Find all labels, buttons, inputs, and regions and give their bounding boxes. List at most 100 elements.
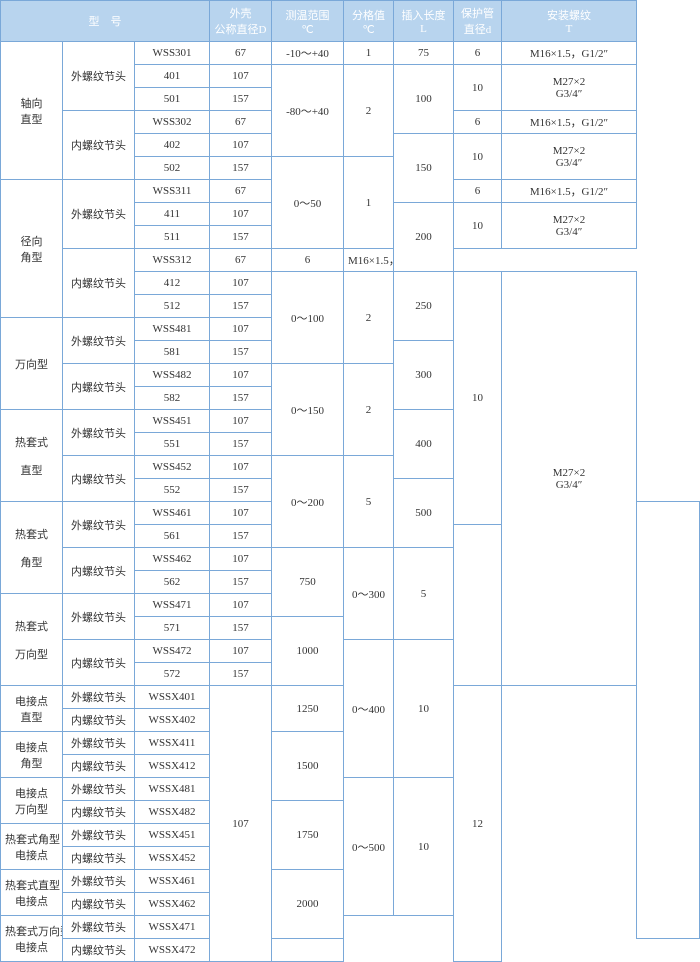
dia: 107 xyxy=(210,134,272,157)
cat-hs-angle-ec: 热套式角型电接点 xyxy=(1,824,63,870)
conn-int: 内螺纹节头 xyxy=(63,640,135,686)
div: 5 xyxy=(394,548,454,640)
cat-radial: 径向角型 xyxy=(1,180,63,318)
cat-hs-straight: 热套式直型 xyxy=(1,410,63,502)
model: WSSX471 xyxy=(135,916,210,939)
dia: 157 xyxy=(210,341,272,364)
thread: M27×2G3/4″ xyxy=(502,203,637,249)
temp: 0～150 xyxy=(272,364,344,456)
conn-ext: 外螺纹节头 xyxy=(63,732,135,755)
dia: 107 xyxy=(210,318,272,341)
tube: 6 xyxy=(454,42,502,65)
h-thread: 安装螺纹T xyxy=(502,1,637,42)
div: 5 xyxy=(344,456,394,548)
conn-ext: 外螺纹节头 xyxy=(63,180,135,249)
model: 412 xyxy=(135,272,210,295)
len-empty xyxy=(272,939,344,962)
conn-ext: 外螺纹节头 xyxy=(63,318,135,364)
model: WSS312 xyxy=(135,249,210,272)
div: 10 xyxy=(394,640,454,778)
model: 562 xyxy=(135,571,210,594)
dia: 67 xyxy=(210,111,272,134)
spec-table: 型 号 外壳公称直径D 测温范围℃ 分格值℃ 插入长度L 保护管直径d 安装螺纹… xyxy=(0,0,700,962)
cat-hs-univ-ec: 热套式万向型电接点 xyxy=(1,916,63,962)
cat-ec-straight: 电接点直型 xyxy=(1,686,63,732)
model: 572 xyxy=(135,663,210,686)
model: WSS472 xyxy=(135,640,210,663)
model: WSSX412 xyxy=(135,755,210,778)
cat-hs-angle: 热套式角型 xyxy=(1,502,63,594)
h-tube: 保护管直径d xyxy=(454,1,502,42)
model: 581 xyxy=(135,341,210,364)
dia: 67 xyxy=(210,42,272,65)
conn-int: 内螺纹节头 xyxy=(63,364,135,410)
div: 10 xyxy=(394,778,454,916)
model: 582 xyxy=(135,387,210,410)
conn-ext: 外螺纹节头 xyxy=(63,686,135,709)
model: WSSX482 xyxy=(135,801,210,824)
dia: 107 xyxy=(210,594,272,617)
len: 2000 xyxy=(272,870,344,939)
temp: 0～50 xyxy=(272,157,344,249)
model: WSS462 xyxy=(135,548,210,571)
model: WSSX481 xyxy=(135,778,210,801)
len: 250 xyxy=(394,272,454,341)
conn-int: 内螺纹节头 xyxy=(63,249,135,318)
conn-int: 内螺纹节头 xyxy=(63,893,135,916)
len: 1250 xyxy=(272,686,344,732)
thread: M16×1.5，G1/2″ xyxy=(344,249,394,272)
thread: M27×2G3/4″ xyxy=(502,272,637,686)
model: WSS471 xyxy=(135,594,210,617)
conn-ext: 外螺纹节头 xyxy=(63,824,135,847)
conn-int: 内螺纹节头 xyxy=(63,456,135,502)
h-temp: 测温范围℃ xyxy=(272,1,344,42)
temp: -10～+40 xyxy=(272,42,344,65)
len: 300 xyxy=(394,341,454,410)
model: 502 xyxy=(135,157,210,180)
model: 511 xyxy=(135,226,210,249)
dia: 107 xyxy=(210,65,272,88)
model: WSSX401 xyxy=(135,686,210,709)
model: WSSX461 xyxy=(135,870,210,893)
model: WSS452 xyxy=(135,456,210,479)
dia: 157 xyxy=(210,479,272,502)
tube: 10 xyxy=(454,65,502,111)
dia: 107 xyxy=(210,410,272,433)
conn-ext: 外螺纹节头 xyxy=(63,502,135,548)
cat-univ: 万向型 xyxy=(1,318,63,410)
cat-hs-univ: 热套式万向型 xyxy=(1,594,63,686)
dia: 157 xyxy=(210,88,272,111)
h-type: 型 号 xyxy=(1,1,210,42)
model: WSSX411 xyxy=(135,732,210,755)
model: WSSX472 xyxy=(135,939,210,962)
tube: 10 xyxy=(454,272,502,525)
conn-ext: 外螺纹节头 xyxy=(63,594,135,640)
model: WSS311 xyxy=(135,180,210,203)
conn-int: 内螺纹节头 xyxy=(63,755,135,778)
model: WSS301 xyxy=(135,42,210,65)
dia: 157 xyxy=(210,157,272,180)
conn-ext: 外螺纹节头 xyxy=(63,778,135,801)
cat-ec-univ: 电接点万向型 xyxy=(1,778,63,824)
conn-int: 内螺纹节头 xyxy=(63,847,135,870)
model: 411 xyxy=(135,203,210,226)
temp: 0～100 xyxy=(272,272,344,364)
cat-hs-straight-ec: 热套式直型电接点 xyxy=(1,870,63,916)
temp: -80～+40 xyxy=(272,65,344,157)
len: 150 xyxy=(394,134,454,203)
model: WSSX462 xyxy=(135,893,210,916)
dia: 107 xyxy=(210,203,272,226)
model: 512 xyxy=(135,295,210,318)
model: 402 xyxy=(135,134,210,157)
model: 552 xyxy=(135,479,210,502)
model: 501 xyxy=(135,88,210,111)
model: WSS461 xyxy=(135,502,210,525)
dia: 157 xyxy=(210,525,272,548)
thread: M16×1.5，G1/2″ xyxy=(502,42,637,65)
dia: 67 xyxy=(210,180,272,203)
div: 2 xyxy=(344,65,394,157)
tube: 6 xyxy=(454,111,502,134)
dia: 107 xyxy=(210,502,272,525)
temp: 0～400 xyxy=(344,640,394,778)
model: WSSX402 xyxy=(135,709,210,732)
